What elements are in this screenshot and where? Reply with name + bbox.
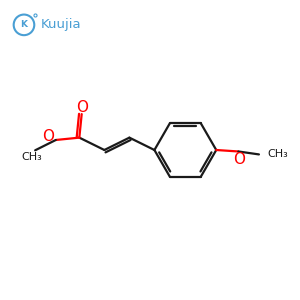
- Text: K: K: [20, 20, 28, 29]
- Text: CH₃: CH₃: [267, 149, 288, 159]
- Text: O: O: [232, 152, 244, 167]
- Text: O: O: [42, 129, 54, 144]
- Text: Kuujia: Kuujia: [41, 18, 81, 32]
- Text: CH₃: CH₃: [21, 152, 42, 162]
- Text: O: O: [76, 100, 88, 115]
